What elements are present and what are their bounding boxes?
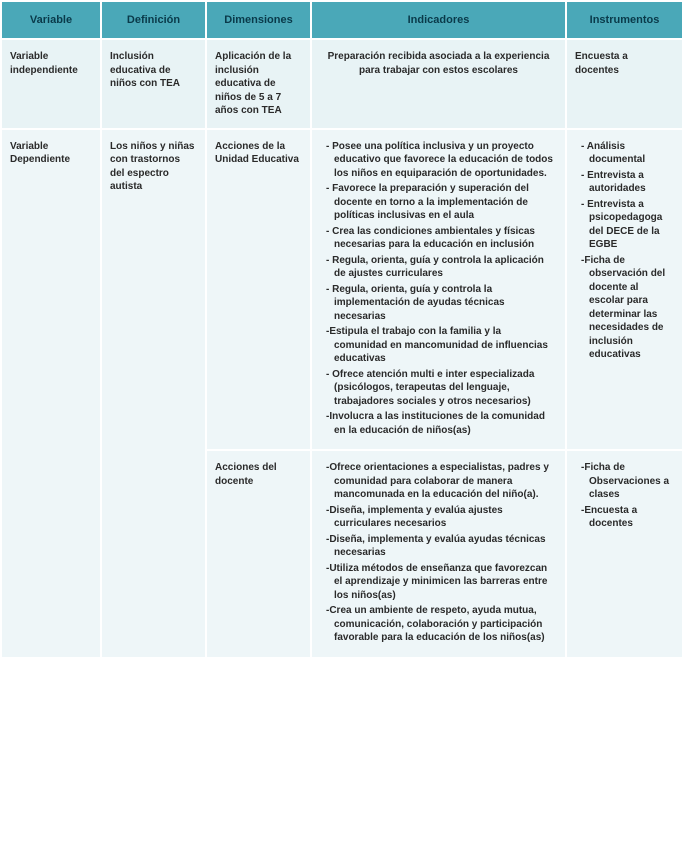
header-variable: Variable [1,1,101,39]
cell-indicadores: -Ofrece orientaciones a especialistas, p… [311,450,566,658]
indicator-item: -Estipula el trabajo con la familia y la… [320,325,557,366]
indicator-item: -Diseña, implementa y evalúa ajustes cur… [320,504,557,531]
indicator-item: - Regula, orienta, guía y controla la ap… [320,254,557,281]
instrument-item: -Encuesta a docentes [575,504,674,531]
cell-variable: Variable Dependiente [1,129,101,658]
indicator-item: - Ofrece atención multi e inter especial… [320,368,557,409]
header-instrumentos: Instrumentos [566,1,682,39]
cell-instrumentos: - Análisis documental - Entrevista a aut… [566,129,682,451]
table-row: Variable Dependiente Los niños y niñas c… [1,129,682,451]
header-definicion: Definición [101,1,206,39]
cell-indicadores: - Posee una política inclusiva y un proy… [311,129,566,451]
instrument-item: -Ficha de observación del docente al esc… [575,254,674,362]
cell-indicadores: Preparación recibida asociada a la exper… [311,39,566,129]
header-indicadores: Indicadores [311,1,566,39]
indicator-item: - Favorece la preparación y superación d… [320,182,557,223]
indicator-item: - Posee una política inclusiva y un proy… [320,140,557,181]
instrument-item: - Entrevista a psicopedagoga del DECE de… [575,198,674,252]
variables-table: Variable Definición Dimensiones Indicado… [0,0,682,659]
header-row: Variable Definición Dimensiones Indicado… [1,1,682,39]
cell-dimensiones: Aplicación de la inclusión educativa de … [206,39,311,129]
indicator-item: -Involucra a las instituciones de la com… [320,410,557,437]
indicator-item: -Diseña, implementa y evalúa ayudas técn… [320,533,557,560]
cell-definicion: Los niños y niñas con trastornos del esp… [101,129,206,658]
header-dimensiones: Dimensiones [206,1,311,39]
instrument-item: -Ficha de Observaciones a clases [575,461,674,502]
indicator-item: - Regula, orienta, guía y controla la im… [320,283,557,324]
cell-instrumentos: -Ficha de Observaciones a clases -Encues… [566,450,682,658]
instrument-item: - Entrevista a autoridades [575,169,674,196]
table-row: Variable independiente Inclusión educati… [1,39,682,129]
cell-definicion: Inclusión educativa de niños con TEA [101,39,206,129]
indicator-item: -Crea un ambiente de respeto, ayuda mutu… [320,604,557,645]
instrument-item: - Análisis documental [575,140,674,167]
indicator-item: -Ofrece orientaciones a especialistas, p… [320,461,557,502]
cell-dimensiones: Acciones de la Unidad Educativa [206,129,311,451]
cell-instrumentos: Encuesta a docentes [566,39,682,129]
cell-variable: Variable independiente [1,39,101,129]
indicator-item: -Utiliza métodos de enseñanza que favore… [320,562,557,603]
cell-dimensiones: Acciones del docente [206,450,311,658]
indicator-item: - Crea las condiciones ambientales y fís… [320,225,557,252]
